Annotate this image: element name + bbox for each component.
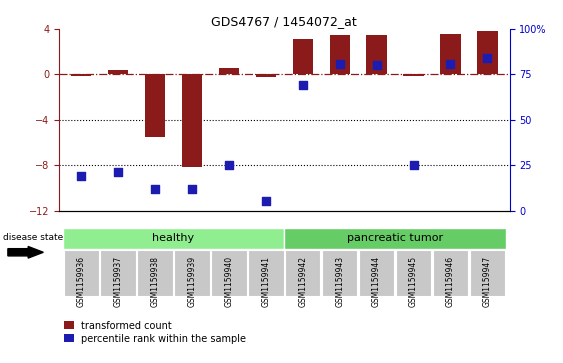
Text: GSM1159939: GSM1159939 — [187, 256, 196, 307]
FancyBboxPatch shape — [285, 250, 320, 296]
Title: GDS4767 / 1454072_at: GDS4767 / 1454072_at — [212, 15, 357, 28]
Bar — [71, 74, 91, 76]
Bar — [329, 35, 350, 74]
Bar — [440, 34, 461, 74]
FancyBboxPatch shape — [175, 250, 210, 296]
Text: GSM1159944: GSM1159944 — [372, 256, 381, 307]
Point — [483, 55, 492, 61]
Bar — [477, 31, 498, 74]
FancyBboxPatch shape — [64, 250, 99, 296]
Point — [187, 186, 196, 192]
Point — [409, 162, 418, 168]
Point — [298, 82, 307, 88]
FancyBboxPatch shape — [322, 250, 358, 296]
Point — [446, 61, 455, 66]
Point — [114, 170, 123, 175]
Text: GSM1159946: GSM1159946 — [446, 256, 455, 307]
FancyBboxPatch shape — [359, 250, 394, 296]
Bar — [219, 68, 239, 74]
Text: GSM1159940: GSM1159940 — [225, 256, 234, 307]
Text: disease state: disease state — [3, 233, 63, 242]
FancyBboxPatch shape — [433, 250, 468, 296]
Point — [225, 162, 234, 168]
FancyBboxPatch shape — [248, 250, 284, 296]
Text: GSM1159947: GSM1159947 — [483, 256, 492, 307]
Bar — [108, 70, 128, 74]
FancyBboxPatch shape — [63, 228, 284, 249]
Point — [150, 186, 159, 192]
Point — [261, 199, 270, 204]
Text: pancreatic tumor: pancreatic tumor — [347, 233, 443, 243]
Point — [372, 62, 381, 68]
FancyBboxPatch shape — [211, 250, 247, 296]
Text: GSM1159937: GSM1159937 — [114, 256, 123, 307]
FancyBboxPatch shape — [100, 250, 136, 296]
Bar — [367, 35, 387, 74]
Legend: transformed count, percentile rank within the sample: transformed count, percentile rank withi… — [64, 321, 247, 344]
Bar — [256, 74, 276, 77]
Point — [335, 61, 344, 66]
Bar — [182, 74, 202, 167]
Text: GSM1159938: GSM1159938 — [150, 256, 159, 307]
Text: GSM1159936: GSM1159936 — [77, 256, 86, 307]
Point — [77, 173, 86, 179]
FancyBboxPatch shape — [137, 250, 173, 296]
FancyArrow shape — [8, 246, 43, 258]
FancyBboxPatch shape — [396, 250, 431, 296]
Text: GSM1159945: GSM1159945 — [409, 256, 418, 307]
Bar — [145, 74, 166, 137]
Bar — [403, 74, 424, 76]
FancyBboxPatch shape — [284, 228, 506, 249]
Text: GSM1159942: GSM1159942 — [298, 256, 307, 307]
Bar — [293, 39, 313, 74]
Text: GSM1159941: GSM1159941 — [261, 256, 270, 307]
Text: healthy: healthy — [153, 233, 195, 243]
FancyBboxPatch shape — [470, 250, 505, 296]
Text: GSM1159943: GSM1159943 — [335, 256, 344, 307]
